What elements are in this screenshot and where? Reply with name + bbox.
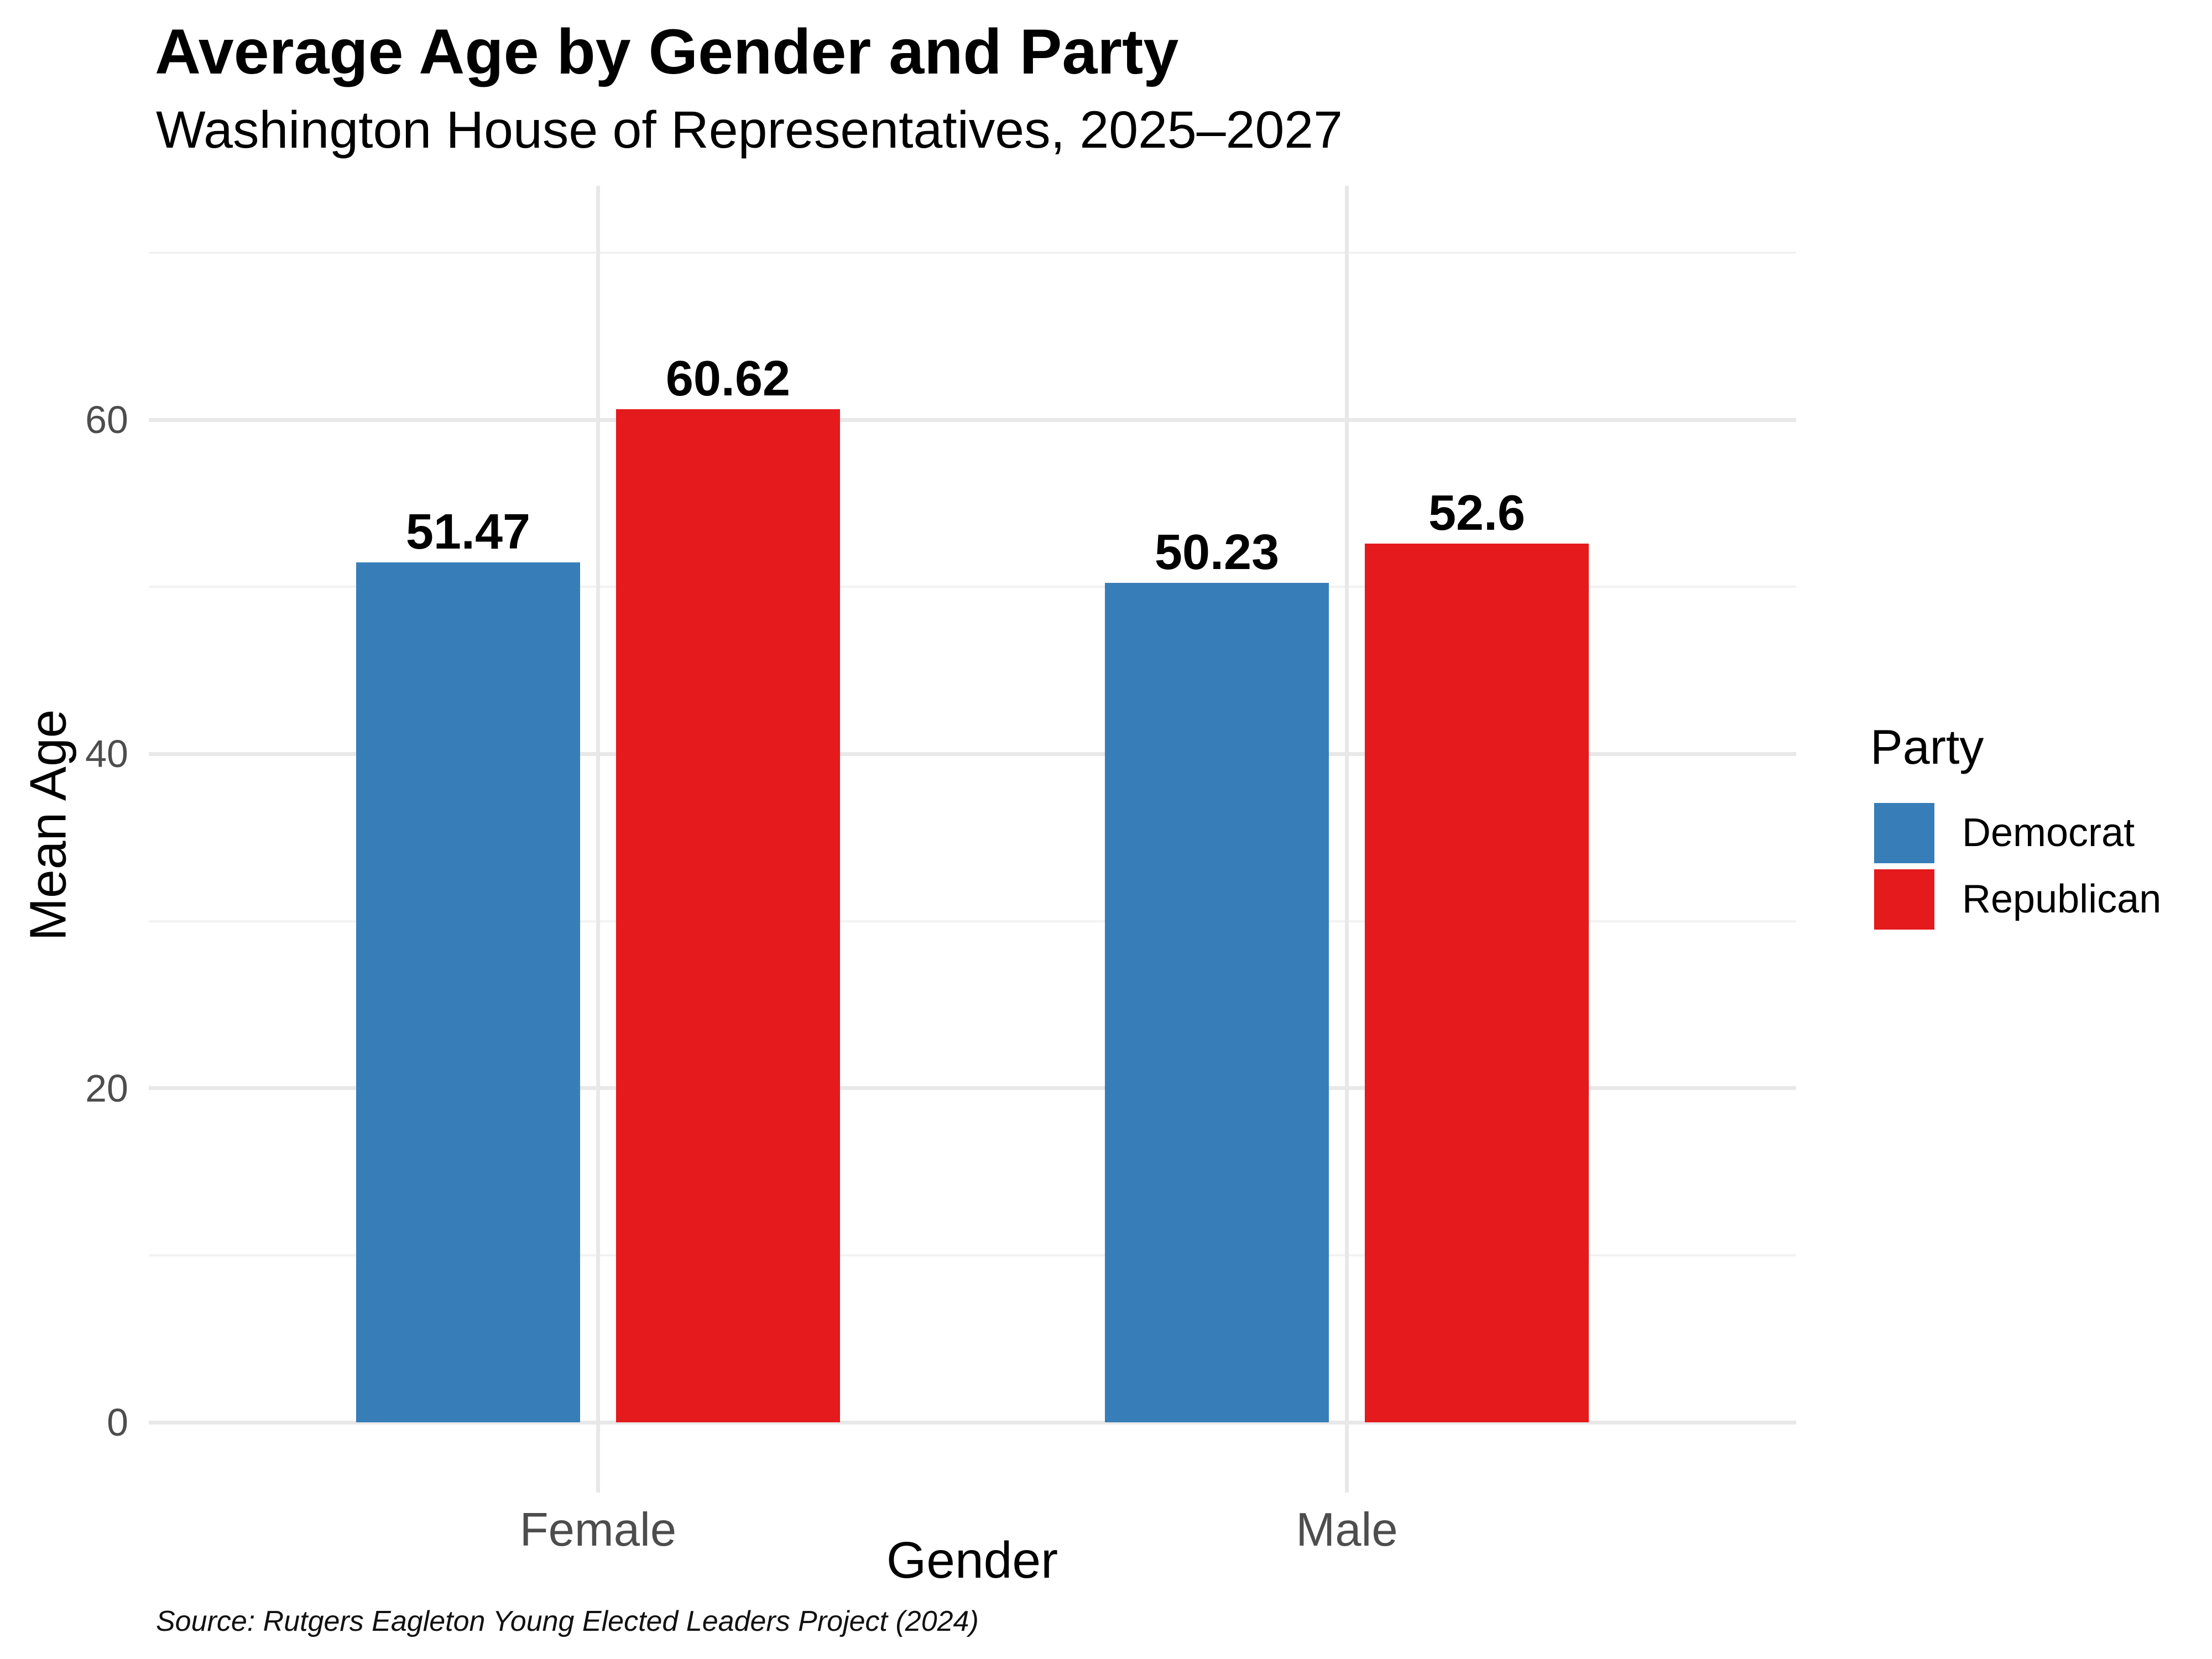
gridline-major-y20 bbox=[149, 1086, 1796, 1091]
bar-value-label: 51.47 bbox=[405, 504, 531, 560]
bar-male-republican bbox=[1365, 543, 1589, 1423]
legend-swatch-democrat bbox=[1874, 802, 1934, 863]
bar-female-republican bbox=[615, 409, 840, 1423]
legend-items: Democrat Republican bbox=[1870, 802, 2202, 930]
legend-label: Democrat bbox=[1962, 811, 2135, 855]
bar-male-democrat bbox=[1105, 583, 1329, 1423]
bar-value-label: 60.62 bbox=[665, 351, 791, 407]
legend-swatch-republican bbox=[1874, 869, 1934, 930]
plot-panel: 51.47 50.23 60.62 52.6 bbox=[149, 186, 1796, 1493]
gridline-minor-y50 bbox=[149, 586, 1796, 588]
legend: Party Democrat Republican bbox=[1870, 718, 2202, 936]
gridline-major-y0 bbox=[149, 1420, 1796, 1425]
x-axis-title: Gender bbox=[886, 1531, 1058, 1589]
y-tick-label-20: 20 bbox=[85, 1066, 128, 1110]
y-tick-label-60: 60 bbox=[85, 398, 128, 442]
gridline-minor-y10 bbox=[149, 1254, 1796, 1256]
gridline-category-female bbox=[596, 186, 600, 1493]
chart-subtitle: Washington House of Representatives, 202… bbox=[156, 101, 1343, 159]
legend-title: Party bbox=[1870, 719, 1984, 774]
source-note: Source: Rutgers Eagleton Young Elected L… bbox=[156, 1605, 979, 1637]
gridline-minor-y30 bbox=[149, 920, 1796, 922]
gridline-minor-y70 bbox=[149, 251, 1796, 254]
gridline-category-male bbox=[1345, 186, 1349, 1493]
x-tick-label-male: Male bbox=[1296, 1504, 1398, 1556]
bar-female-democrat bbox=[356, 562, 580, 1423]
legend-item-democrat: Democrat bbox=[1870, 802, 2202, 863]
x-tick-label-female: Female bbox=[519, 1504, 677, 1556]
y-tick-label-40: 40 bbox=[85, 732, 128, 776]
chart-title: Average Age by Gender and Party bbox=[155, 17, 1179, 87]
gridline-major-y60 bbox=[149, 418, 1796, 422]
bar-value-label: 52.6 bbox=[1428, 485, 1526, 541]
legend-item-republican: Republican bbox=[1870, 869, 2202, 930]
legend-label: Republican bbox=[1962, 877, 2162, 922]
gridline-major-y40 bbox=[149, 752, 1796, 756]
y-axis-title: Mean Age bbox=[19, 709, 77, 941]
y-tick-label-0: 0 bbox=[107, 1401, 128, 1444]
bar-value-label: 50.23 bbox=[1154, 525, 1280, 581]
